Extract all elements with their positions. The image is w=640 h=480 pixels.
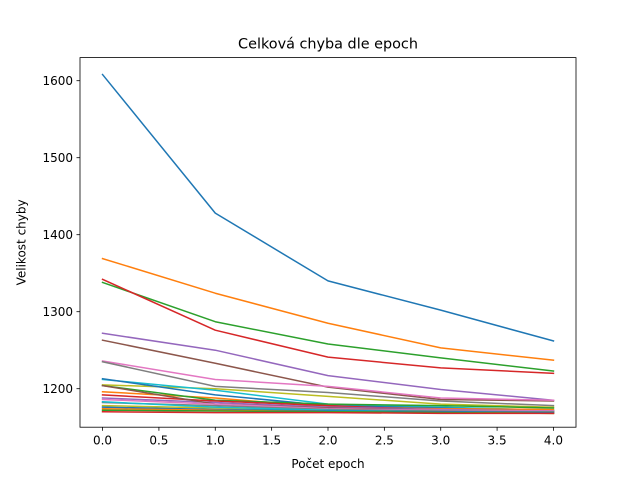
x-tick-label: 0.5	[149, 434, 168, 448]
series-line-17	[101, 398, 555, 412]
x-axis-label: Počet epoch	[291, 457, 364, 471]
y-tick-label: 1300	[42, 305, 73, 319]
y-tick-label: 1400	[42, 228, 73, 242]
series-line-4	[101, 278, 555, 375]
series-line-2	[101, 257, 555, 362]
x-tick-label: 2.0	[318, 434, 337, 448]
x-tick-label: 4.0	[544, 434, 563, 448]
plot-frame	[79, 57, 577, 428]
series-line-1	[101, 73, 555, 342]
series-line-7	[101, 360, 555, 402]
chart-title: Celková chyba dle epoch	[238, 37, 418, 53]
series-line-8	[101, 360, 555, 407]
y-tick-label: 1600	[42, 74, 73, 88]
series-line-18	[101, 401, 555, 413]
series-layer	[101, 73, 555, 415]
y-axis-label: Velikost chyby	[15, 199, 29, 285]
y-axis-ticks: 1200 1300 1400 1500 1600	[42, 74, 80, 396]
series-line-21	[101, 406, 555, 414]
series-line-5	[101, 332, 555, 402]
x-tick-label: 1.5	[262, 434, 281, 448]
x-tick-label: 1.0	[206, 434, 225, 448]
series-line-3	[101, 281, 555, 372]
y-tick-label: 1200	[42, 382, 73, 396]
y-tick-label: 1500	[42, 151, 73, 165]
x-axis-ticks: 0.0 0.5 1.0 1.5 2.0 2.5 3.0 3.5 4.0	[93, 427, 563, 448]
x-tick-label: 3.5	[488, 434, 507, 448]
series-line-13	[101, 384, 555, 409]
x-tick-label: 0.0	[93, 434, 112, 448]
series-line-9	[101, 384, 555, 408]
series-line-24	[101, 411, 555, 415]
x-tick-label: 2.5	[375, 434, 394, 448]
x-tick-label: 3.0	[431, 434, 450, 448]
series-line-6	[101, 339, 555, 402]
